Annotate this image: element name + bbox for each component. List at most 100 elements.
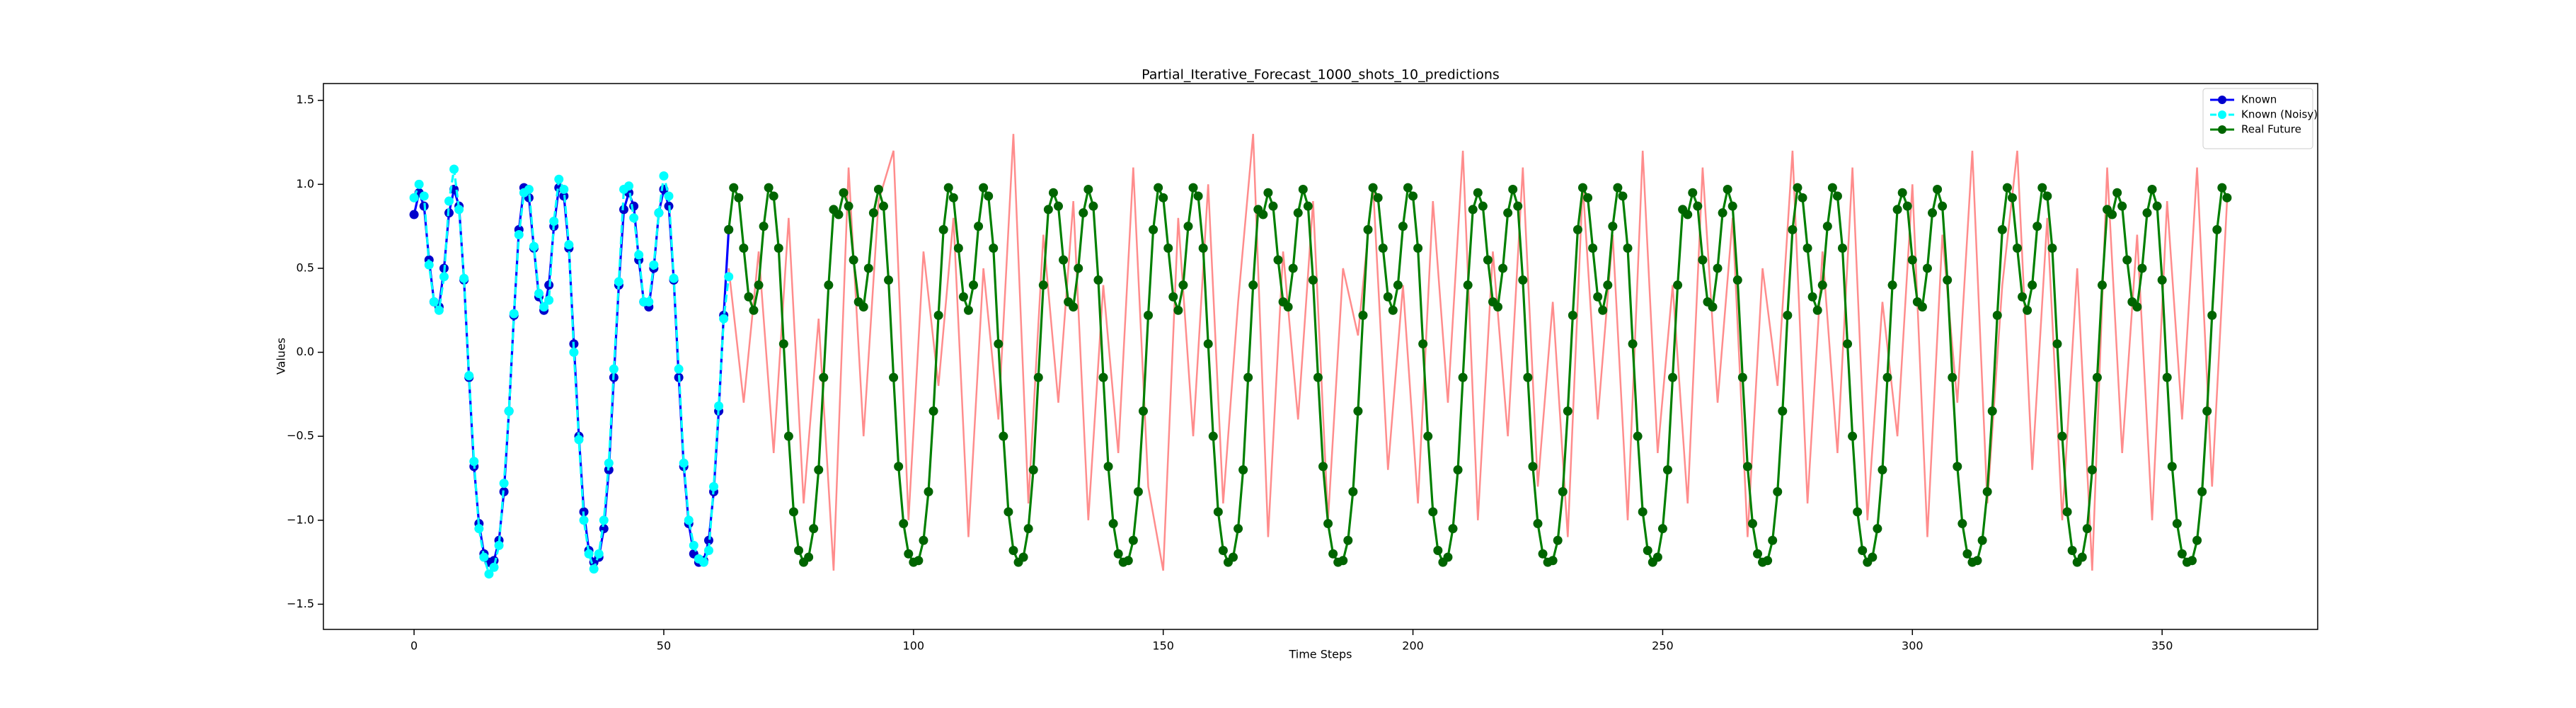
data-point bbox=[1428, 507, 1438, 517]
data-point bbox=[2062, 507, 2072, 517]
data-point bbox=[2197, 486, 2207, 496]
data-point bbox=[1218, 546, 1228, 556]
data-point bbox=[1059, 255, 1069, 265]
legend-marker bbox=[2218, 125, 2226, 134]
data-point bbox=[1548, 556, 1558, 566]
data-point bbox=[794, 546, 804, 556]
data-point bbox=[1268, 201, 1278, 211]
data-point bbox=[504, 406, 514, 416]
data-point bbox=[1822, 222, 1832, 232]
data-point bbox=[1753, 549, 1763, 559]
data-point bbox=[554, 174, 564, 184]
data-point bbox=[1713, 263, 1723, 273]
data-point bbox=[938, 224, 948, 234]
data-point bbox=[2028, 280, 2037, 290]
data-point bbox=[1408, 191, 1418, 201]
data-point bbox=[1563, 406, 1572, 416]
data-point bbox=[664, 191, 674, 201]
data-point bbox=[2108, 210, 2117, 219]
data-point bbox=[984, 191, 994, 201]
data-point bbox=[1997, 224, 2007, 234]
data-point bbox=[1079, 208, 1088, 218]
data-point bbox=[1463, 280, 1473, 290]
data-point bbox=[424, 260, 434, 270]
data-point bbox=[1283, 302, 1293, 312]
series-line bbox=[413, 169, 730, 577]
data-point bbox=[689, 540, 698, 550]
data-point bbox=[2157, 275, 2167, 285]
data-point bbox=[703, 535, 713, 545]
data-point bbox=[1388, 305, 1398, 315]
data-point bbox=[974, 222, 984, 232]
data-point bbox=[904, 549, 914, 559]
data-point bbox=[1038, 280, 1048, 290]
data-point bbox=[1353, 406, 1363, 416]
data-point bbox=[759, 222, 769, 232]
legend-label: Known (Noisy) bbox=[2241, 108, 2318, 121]
data-point bbox=[574, 435, 584, 445]
data-point bbox=[1868, 552, 1878, 562]
data-point bbox=[1992, 310, 2002, 320]
data-point bbox=[679, 458, 689, 468]
data-point bbox=[969, 280, 979, 290]
data-point bbox=[1208, 431, 1218, 441]
data-point bbox=[1123, 556, 1133, 566]
data-point bbox=[1483, 255, 1493, 265]
data-point bbox=[1308, 275, 1318, 285]
data-point bbox=[1248, 280, 1258, 290]
data-point bbox=[2112, 188, 2122, 198]
data-point bbox=[1413, 243, 1423, 253]
data-point bbox=[2023, 305, 2032, 315]
data-point bbox=[849, 255, 858, 265]
data-point bbox=[1373, 193, 1383, 202]
data-point bbox=[409, 210, 419, 219]
data-point bbox=[1827, 183, 1837, 193]
data-point bbox=[1643, 546, 1652, 556]
data-point bbox=[1378, 243, 1388, 253]
data-point bbox=[764, 183, 774, 193]
data-point bbox=[1523, 372, 1533, 382]
data-point bbox=[1698, 255, 1708, 265]
data-point bbox=[489, 562, 499, 572]
data-point bbox=[2047, 243, 2057, 253]
data-point bbox=[599, 515, 609, 525]
x-tick-label: 0 bbox=[410, 639, 418, 653]
data-point bbox=[824, 280, 834, 290]
data-point bbox=[1628, 339, 1638, 349]
data-point bbox=[819, 372, 829, 382]
data-point bbox=[644, 297, 654, 307]
data-point bbox=[1832, 191, 1842, 201]
data-point bbox=[1578, 183, 1588, 193]
data-point bbox=[804, 552, 814, 562]
data-point bbox=[1683, 210, 1693, 219]
data-point bbox=[439, 272, 449, 282]
data-point bbox=[1323, 519, 1333, 529]
data-point bbox=[464, 371, 474, 381]
data-point bbox=[1938, 201, 1948, 211]
data-point bbox=[1977, 535, 1987, 545]
data-point bbox=[419, 191, 429, 201]
data-point bbox=[1518, 275, 1528, 285]
data-point bbox=[1982, 486, 1992, 496]
data-point bbox=[2018, 292, 2028, 302]
axes-frame bbox=[323, 83, 2318, 630]
data-point bbox=[1173, 305, 1183, 315]
data-point bbox=[2142, 208, 2152, 218]
data-point bbox=[1228, 552, 1238, 562]
data-point bbox=[1178, 280, 1188, 290]
y-tick-label: 0.0 bbox=[297, 345, 314, 358]
data-point bbox=[1907, 255, 1917, 265]
data-point bbox=[549, 217, 559, 227]
data-point bbox=[809, 524, 819, 534]
data-point bbox=[1922, 263, 1932, 273]
data-point bbox=[814, 465, 824, 475]
data-point bbox=[1788, 224, 1798, 234]
data-point bbox=[414, 179, 424, 189]
x-tick-label: 100 bbox=[903, 639, 925, 653]
data-point bbox=[714, 401, 724, 411]
data-point bbox=[509, 309, 519, 319]
data-point bbox=[2147, 184, 2157, 194]
data-point bbox=[579, 515, 589, 525]
data-point bbox=[1742, 462, 1752, 472]
